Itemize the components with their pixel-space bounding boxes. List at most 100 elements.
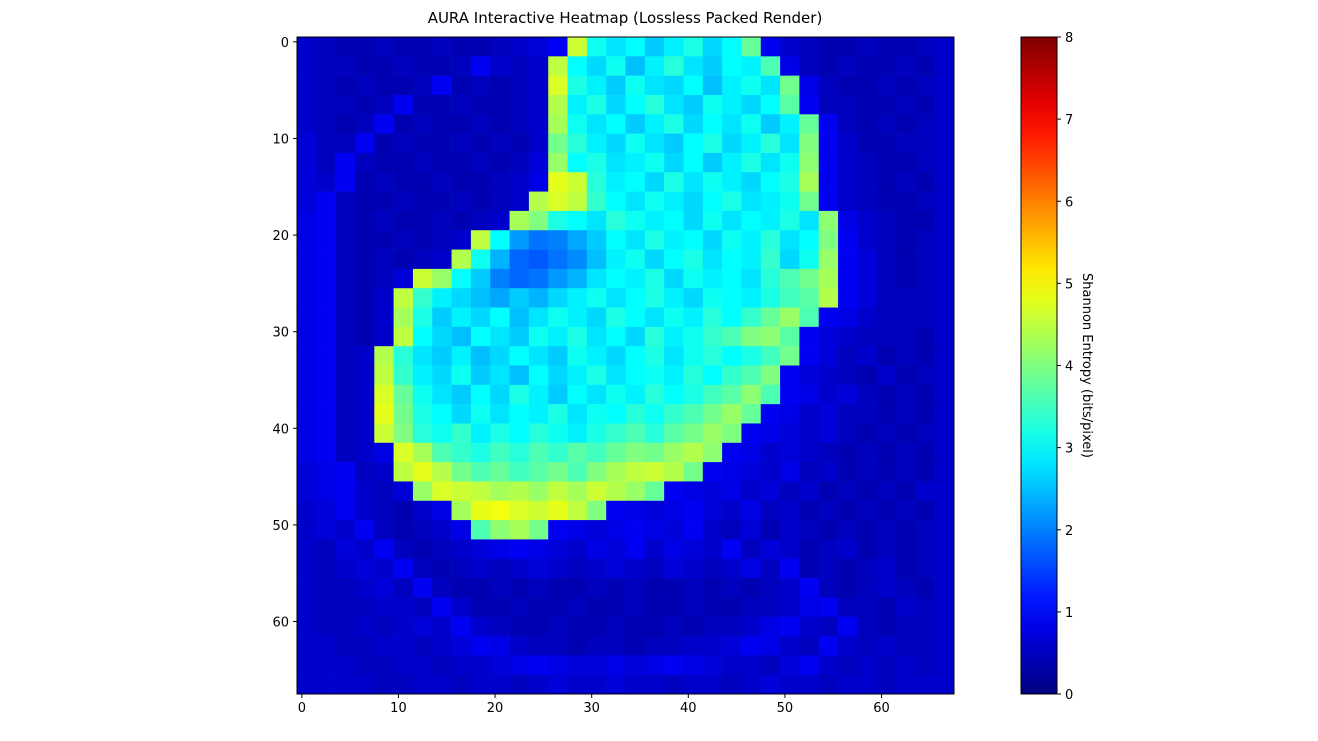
heatmap-cell xyxy=(896,500,916,521)
heatmap-cell xyxy=(876,133,897,154)
heatmap-cell xyxy=(567,442,588,463)
heatmap-cell xyxy=(664,558,684,579)
heatmap-cell xyxy=(393,307,414,328)
heatmap-cell xyxy=(934,172,955,192)
heatmap-cell xyxy=(528,616,549,637)
heatmap-cell xyxy=(509,636,530,656)
heatmap-cell xyxy=(818,210,839,231)
heatmap-cell xyxy=(528,481,549,502)
heatmap-cell xyxy=(857,597,878,618)
heatmap-cell xyxy=(490,288,510,308)
heatmap-cell xyxy=(760,636,781,656)
heatmap-cell xyxy=(722,94,742,115)
heatmap-cell xyxy=(528,326,549,347)
heatmap-cell xyxy=(354,114,375,134)
heatmap-cell xyxy=(354,75,375,96)
heatmap-cell xyxy=(393,326,414,347)
heatmap-cell xyxy=(490,133,510,154)
heatmap-cell xyxy=(838,578,858,598)
heatmap-cell xyxy=(528,655,549,675)
heatmap-cell xyxy=(297,249,317,270)
heatmap-cell xyxy=(915,346,935,366)
heatmap-cell xyxy=(528,404,549,424)
heatmap-cell xyxy=(548,268,568,289)
heatmap-cell xyxy=(818,152,839,173)
heatmap-cell xyxy=(567,114,588,134)
heatmap-cell xyxy=(780,268,800,289)
heatmap-cell xyxy=(664,462,684,482)
heatmap-cell xyxy=(548,346,568,366)
heatmap-cell xyxy=(664,56,684,76)
heatmap-cell xyxy=(432,288,452,308)
heatmap-cell xyxy=(432,520,452,540)
heatmap-cell xyxy=(915,210,935,231)
heatmap-cell xyxy=(722,152,742,173)
heatmap-cell xyxy=(644,56,665,76)
heatmap-cell xyxy=(915,326,935,347)
heatmap-cell xyxy=(625,500,646,521)
heatmap-cell xyxy=(915,365,935,386)
heatmap-cell xyxy=(838,539,858,560)
heatmap-cell xyxy=(297,423,317,444)
heatmap-cell xyxy=(393,655,414,675)
heatmap-cell xyxy=(586,56,607,76)
heatmap-cell xyxy=(335,442,356,463)
heatmap-cell xyxy=(722,191,742,212)
heatmap-cell xyxy=(702,288,723,308)
heatmap-cell xyxy=(297,114,317,134)
heatmap-cell xyxy=(606,616,626,637)
heatmap-cell xyxy=(606,520,626,540)
y-tick-label: 40 xyxy=(272,422,289,437)
heatmap-cell xyxy=(316,288,336,308)
heatmap-cell xyxy=(393,423,414,444)
heatmap-cell xyxy=(664,674,684,695)
heatmap-cell xyxy=(818,365,839,386)
heatmap-cell xyxy=(896,114,916,134)
heatmap-cell xyxy=(780,462,800,482)
heatmap-cell xyxy=(664,152,684,173)
heatmap-cell xyxy=(548,75,568,96)
heatmap-cell xyxy=(548,442,568,463)
heatmap-cell xyxy=(316,674,336,695)
heatmap-cell xyxy=(509,365,530,386)
heatmap-cell xyxy=(780,655,800,675)
heatmap-cell xyxy=(838,56,858,76)
heatmap-cell xyxy=(412,442,433,463)
heatmap-cell xyxy=(393,462,414,482)
heatmap-cell xyxy=(374,191,394,212)
heatmap-cell xyxy=(335,481,356,502)
heatmap-cell xyxy=(741,133,762,154)
heatmap-cell xyxy=(915,462,935,482)
heatmap-cell xyxy=(548,674,568,695)
heatmap-cell xyxy=(316,500,336,521)
heatmap-cell xyxy=(664,75,684,96)
heatmap-cell xyxy=(490,307,510,328)
heatmap-cell xyxy=(412,230,433,250)
heatmap-cell xyxy=(644,616,665,637)
heatmap-cell xyxy=(470,655,491,675)
heatmap-cell xyxy=(432,94,452,115)
heatmap-cell xyxy=(915,404,935,424)
heatmap-cell xyxy=(335,288,356,308)
heatmap-cell xyxy=(644,578,665,598)
heatmap-cell xyxy=(335,326,356,347)
heatmap-cell xyxy=(780,597,800,618)
heatmap-cell xyxy=(374,172,394,192)
heatmap-cell xyxy=(548,365,568,386)
heatmap-cell xyxy=(354,539,375,560)
heatmap-cell xyxy=(509,75,530,96)
heatmap-cell xyxy=(316,56,336,76)
heatmap-cell xyxy=(490,249,510,270)
heatmap-cell xyxy=(567,636,588,656)
heatmap-cell xyxy=(702,423,723,444)
heatmap-cell xyxy=(393,37,414,57)
heatmap-cell xyxy=(818,114,839,134)
heatmap-cell xyxy=(876,307,897,328)
heatmap-cell xyxy=(760,578,781,598)
heatmap-cell xyxy=(297,539,317,560)
heatmap-cell xyxy=(702,500,723,521)
heatmap-cell xyxy=(857,191,878,212)
heatmap-cell xyxy=(876,346,897,366)
heatmap-cell xyxy=(470,172,491,192)
